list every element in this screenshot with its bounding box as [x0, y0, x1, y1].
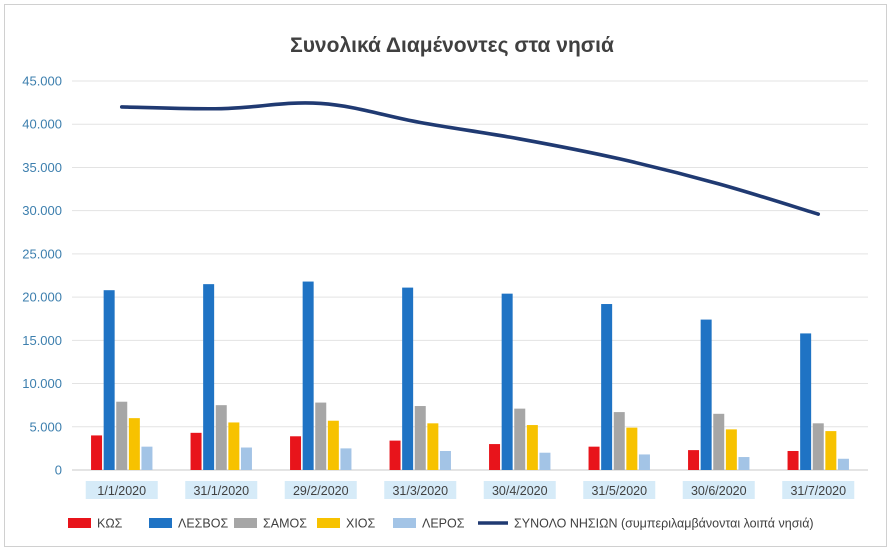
bar [514, 408, 526, 470]
legend-swatch [393, 518, 416, 528]
y-axis: 0 5.000 10.000 15.000 20.000 25.000 30.000 35.0… [22, 74, 62, 478]
bars [91, 281, 849, 470]
gridlines [72, 80, 868, 471]
x-tick-highlight [483, 481, 556, 499]
x-tick-highlight [284, 481, 357, 499]
bar [539, 452, 551, 470]
bar [116, 401, 128, 470]
bar [389, 440, 401, 470]
x-tick-highlight [185, 481, 258, 499]
bar [588, 446, 600, 470]
y-tick-label: 40.000 [22, 117, 62, 132]
bar [526, 425, 538, 470]
bar [340, 448, 352, 470]
bar [141, 446, 153, 470]
series-line-total [119, 101, 821, 216]
bar [327, 420, 339, 470]
bar [215, 405, 227, 470]
bar [402, 287, 414, 470]
x-axis: 1/1/2020 31/1/2020 29/2/2020 31/3/2020 30/4/… [85, 481, 855, 499]
bar [315, 402, 327, 470]
bar [713, 413, 725, 470]
bar [688, 450, 700, 470]
y-tick-label: 20.000 [22, 290, 62, 305]
bar [128, 418, 140, 470]
bar [825, 431, 837, 470]
x-tick-label: 30/4/2020 [492, 484, 548, 498]
legend-swatch [234, 518, 257, 528]
x-tick-highlight [782, 481, 855, 499]
bar [626, 427, 638, 470]
legend-label: ΣΑΜΟΣ [263, 517, 307, 531]
x-tick-label: 31/3/2020 [392, 484, 448, 498]
x-tick-highlight [85, 481, 158, 499]
bar [427, 423, 439, 470]
x-tick-label: 1/1/2020 [97, 484, 146, 498]
x-tick-highlight [583, 481, 656, 499]
x-tick-label: 29/2/2020 [293, 484, 349, 498]
chart-title: Συνολικά Διαμένοντες στα νησιά [290, 34, 614, 57]
legend: ΚΩΣ ΛΕΣΒΟΣ ΣΑΜΟΣ ΧΙΟΣ ΛΕΡΟΣ ΣΥΝΟΛΟ ΝΗΣΙΩΝ (συ… [68, 517, 814, 531]
bar [228, 422, 240, 470]
legend-swatch [317, 518, 340, 528]
total-line [119, 101, 821, 216]
bar [91, 435, 103, 470]
bar [501, 293, 513, 470]
bar [489, 444, 501, 470]
bar [240, 447, 252, 470]
x-tick-label: 31/1/2020 [193, 484, 249, 498]
y-tick-label: 10.000 [22, 376, 62, 391]
x-tick-label: 30/6/2020 [691, 484, 747, 498]
x-tick-label: 31/5/2020 [591, 484, 647, 498]
bar [700, 319, 712, 470]
bar [638, 454, 650, 470]
x-tick-label: 31/7/2020 [790, 484, 846, 498]
legend-label: ΛΕΡΟΣ [422, 517, 465, 531]
legend-swatch [149, 518, 172, 528]
x-tick-highlight [384, 481, 457, 499]
bar [800, 333, 812, 470]
y-tick-label: 5.000 [29, 419, 62, 434]
legend-label: ΣΥΝΟΛΟ ΝΗΣΙΩΝ (συμπεριλαμβάνονται λοιπά … [514, 517, 814, 531]
bar [103, 290, 115, 470]
bar [725, 429, 737, 470]
bar [601, 304, 613, 470]
bar [787, 450, 799, 470]
bar [203, 284, 215, 470]
bar [414, 406, 426, 470]
legend-swatch [68, 518, 91, 528]
y-tick-label: 0 [55, 463, 62, 478]
legend-label: ΚΩΣ [97, 517, 123, 531]
bar [190, 432, 202, 470]
y-tick-label: 30.000 [22, 203, 62, 218]
y-tick-label: 45.000 [22, 74, 62, 89]
bar [738, 457, 750, 470]
bar [290, 436, 302, 470]
y-tick-label: 35.000 [22, 160, 62, 175]
legend-label: ΧΙΟΣ [346, 517, 376, 531]
y-tick-label: 25.000 [22, 246, 62, 261]
bar [613, 412, 625, 470]
bar [837, 458, 849, 470]
legend-label: ΛΕΣΒΟΣ [178, 517, 228, 531]
y-tick-label: 15.000 [22, 333, 62, 348]
bar [302, 281, 314, 470]
bar [439, 450, 451, 470]
bar [812, 423, 824, 470]
x-tick-highlight [682, 481, 755, 499]
